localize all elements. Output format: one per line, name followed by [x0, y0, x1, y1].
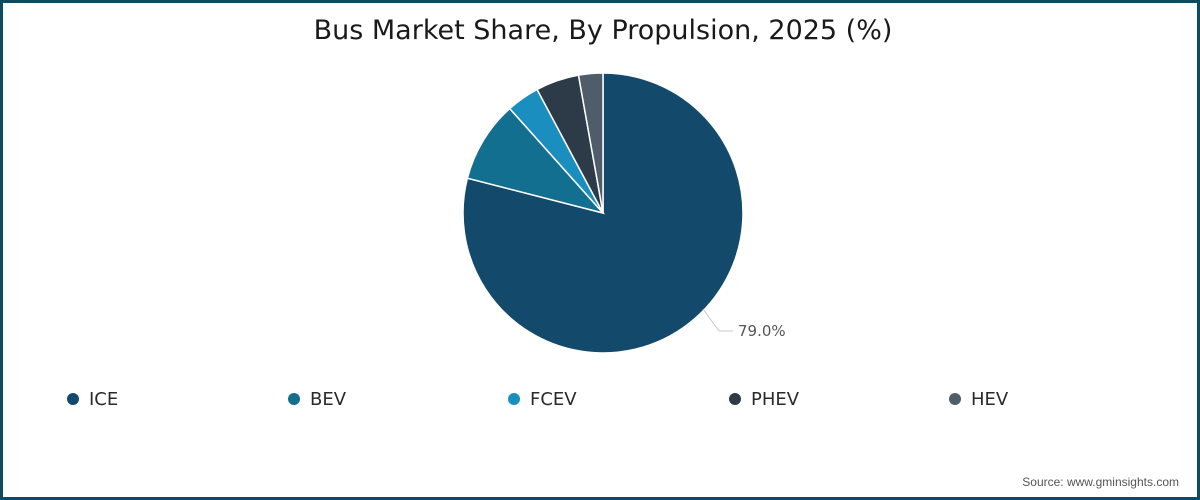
pie-svg: 79.0% [462, 72, 786, 354]
legend-label: BEV [310, 388, 347, 410]
legend-label: ICE [89, 388, 119, 410]
legend-item-phev[interactable]: PHEV [729, 387, 799, 411]
legend-item-bev[interactable]: BEV [288, 387, 346, 411]
pie-slice-bev[interactable] [466, 107, 606, 215]
source-note: Source: www.gminsights.com [1022, 475, 1179, 489]
legend-item-hev[interactable]: HEV [949, 387, 1008, 411]
pie-slice-hev[interactable] [577, 72, 604, 214]
chart-title: Bus Market Share, By Propulsion, 2025 (%… [313, 15, 893, 46]
legend-item-ice[interactable]: ICE [67, 387, 118, 411]
legend: ICE BEV FCEV PHEV HEV [67, 387, 1167, 411]
legend-dot-icon [949, 393, 961, 405]
pie-chart: 79.0% [3, 3, 1200, 373]
label-leader-line [702, 308, 733, 332]
legend-dot-icon [729, 393, 741, 405]
legend-item-fcev[interactable]: FCEV [508, 387, 577, 411]
legend-dot-icon [67, 393, 79, 405]
legend-dot-icon [288, 393, 300, 405]
slice-value-label: 79.0% [738, 322, 786, 340]
legend-label: PHEV [751, 388, 800, 410]
legend-dot-icon [508, 393, 520, 405]
legend-label: HEV [971, 388, 1009, 410]
legend-label: FCEV [530, 388, 577, 410]
